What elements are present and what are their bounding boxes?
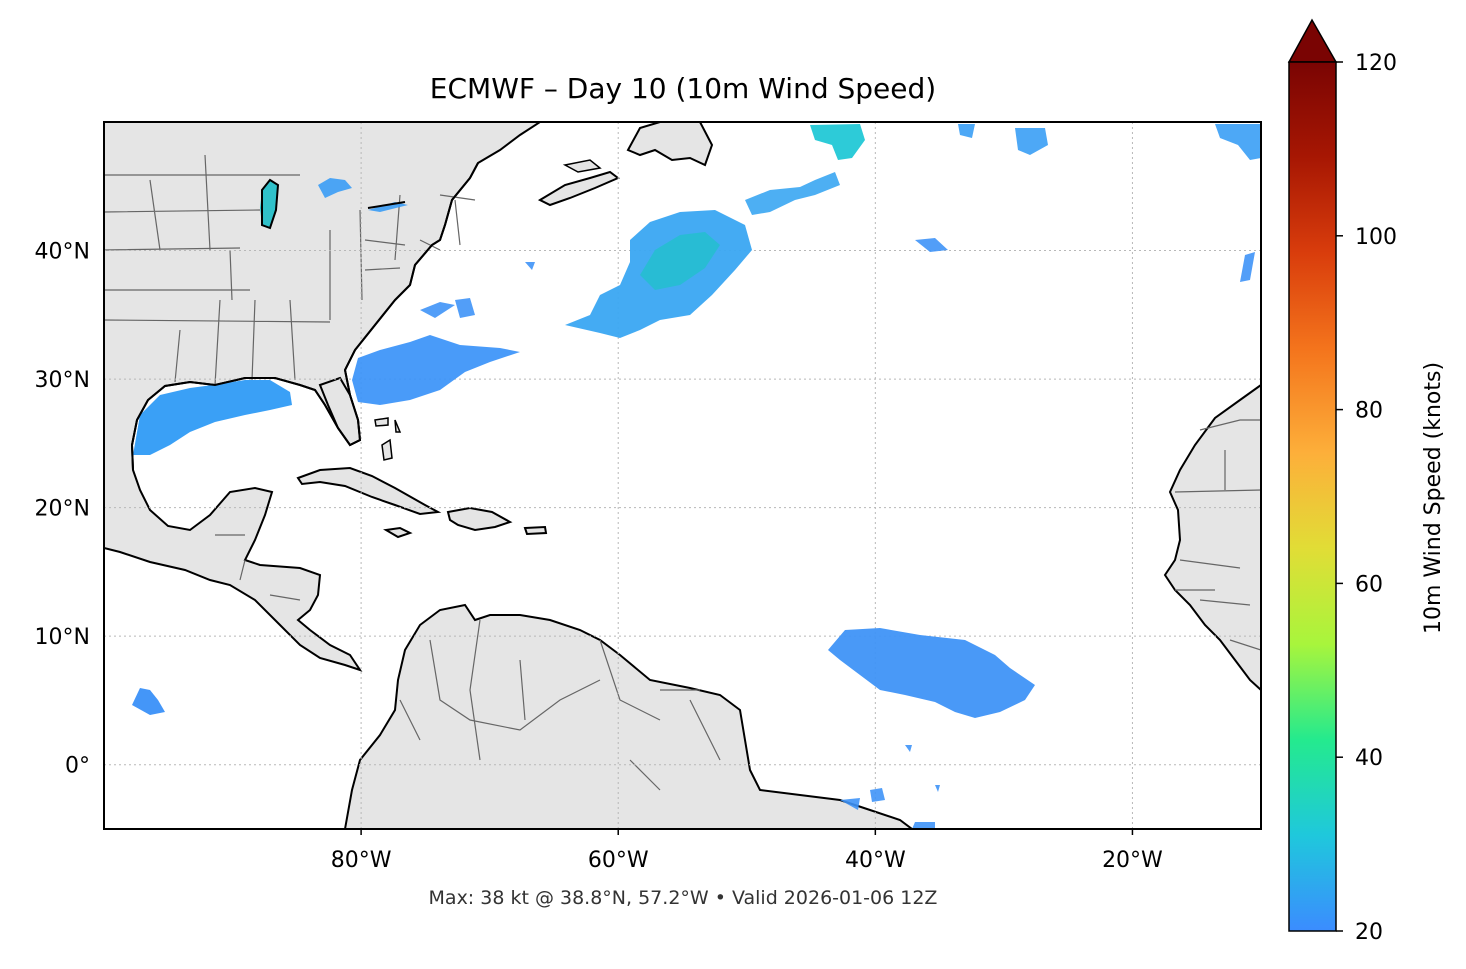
wind-patch-northeast-lines [745,172,840,215]
lat-tick-label: 0° [65,754,90,779]
land-newfoundland [626,122,714,167]
colorbar-tick-label: 60 [1355,572,1383,597]
wind-patch-northeast-atlantic-b [958,124,1261,160]
colorbar-tick-label: 20 [1355,920,1383,945]
latitude-ticks: 40°N 30°N 20°N 10°N 0° [35,240,90,779]
wind-speed-field [132,124,1261,829]
lon-tick-label: 40°W [845,848,906,873]
coastline-overlay [130,162,479,471]
colorbar-label: 10m Wind Speed (knots) [1421,362,1446,634]
colorbar-tick-label: 100 [1355,225,1397,250]
colorbar-ticks: 20 40 60 80 100 120 [1336,51,1397,945]
colorbar-extend-arrow [1287,18,1338,63]
map-area [104,122,1261,829]
colorbar-tick-label: 120 [1355,51,1397,76]
admin-borders [104,154,1261,791]
lat-tick-label: 20°N [35,497,90,522]
land-hispaniola [446,506,513,532]
land-cuba [296,466,442,516]
lon-tick-label: 20°W [1102,848,1163,873]
wind-patch-great-lakes-b [318,178,408,212]
colorbar-gradient [1288,61,1337,932]
land-bahamas [374,417,402,461]
colorbar-tick-label: 80 [1355,399,1383,424]
lat-tick-label: 10°N [35,625,90,650]
land-africa [1163,383,1261,692]
lon-tick-label: 80°W [331,848,392,873]
wind-patch-north-atlantic-core [640,232,720,290]
wind-patch-tropical-atlantic [828,628,1035,718]
wind-patch-gulf-of-mexico [133,380,292,455]
land-jamaica [383,526,413,539]
chart-title: ECMWF – Day 10 (10m Wind Speed) [430,72,936,105]
longitude-ticks: 80°W 60°W 40°W 20°W [331,829,1163,873]
wind-patch-eastern-pacific [132,688,165,715]
lat-tick-label: 40°N [35,240,90,265]
max-wind-footer: Max: 38 kt @ 38.8°N, 57.2°W • Valid 2026… [429,887,938,909]
colorbar: 20 40 60 80 100 120 10m Wind Speed (knots) [1287,18,1446,945]
land-south-america [343,603,914,829]
land-pei [562,159,602,173]
wind-patch-southeast-coast [352,335,520,405]
wind-patch-northeast-atlantic-a [810,124,865,160]
map-frame [103,121,1262,830]
lon-tick-label: 60°W [588,848,649,873]
land-puerto-rico [523,525,548,536]
colorbar-tick-label: 40 [1355,746,1383,771]
lat-tick-label: 30°N [35,368,90,393]
